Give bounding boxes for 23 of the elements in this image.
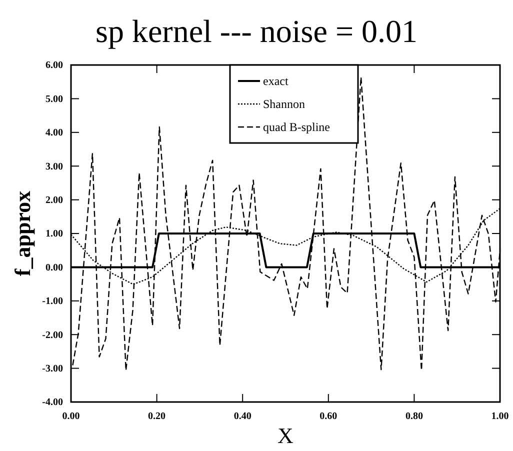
y-tick-label: 1.00 (46, 228, 63, 240)
legend-label: Shannon (263, 97, 305, 111)
y-tick-label: 5.00 (46, 94, 63, 105)
y-tick-label: -4.00 (42, 397, 63, 408)
y-tick-label: 4.00 (46, 128, 63, 139)
y-tick-label: -3.00 (42, 364, 63, 374)
x-tick-label: 0.00 (62, 411, 80, 422)
y-axis-title: f_approx (10, 190, 35, 276)
y-tick-label: -1.00 (42, 296, 63, 308)
y-tick-label: 2.00 (46, 195, 63, 206)
x-axis-title: X (278, 423, 294, 448)
x-tick-label: 0.80 (405, 411, 423, 422)
legend-label: quad B-spline (263, 120, 330, 134)
y-tick-label: -2.00 (42, 330, 63, 341)
x-tick-label: 1.00 (491, 411, 509, 422)
y-tick-label: 0.00 (46, 262, 63, 274)
y-tick-label: 3.00 (46, 161, 63, 172)
chart-title: sp kernel --- noise = 0.01 (96, 13, 418, 49)
x-tick-label: 0.40 (234, 411, 252, 422)
x-tick-label: 0.60 (320, 411, 338, 422)
y-tick-label: 6.00 (46, 60, 63, 72)
legend-label: exact (263, 74, 289, 88)
x-tick-label: 0.20 (148, 411, 166, 422)
